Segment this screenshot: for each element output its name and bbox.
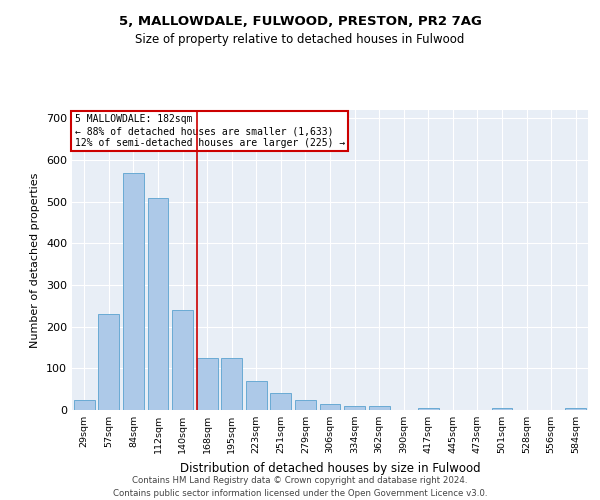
Bar xyxy=(74,400,95,410)
Bar xyxy=(344,406,365,410)
Bar xyxy=(148,198,169,410)
Bar xyxy=(295,400,316,410)
Bar xyxy=(246,381,267,410)
Bar xyxy=(123,172,144,410)
Text: Size of property relative to detached houses in Fulwood: Size of property relative to detached ho… xyxy=(136,32,464,46)
Bar xyxy=(221,358,242,410)
X-axis label: Distribution of detached houses by size in Fulwood: Distribution of detached houses by size … xyxy=(179,462,481,474)
Bar xyxy=(565,408,586,410)
Bar xyxy=(172,310,193,410)
Text: 5 MALLOWDALE: 182sqm
← 88% of detached houses are smaller (1,633)
12% of semi-de: 5 MALLOWDALE: 182sqm ← 88% of detached h… xyxy=(74,114,345,148)
Y-axis label: Number of detached properties: Number of detached properties xyxy=(31,172,40,348)
Bar xyxy=(418,408,439,410)
Bar xyxy=(197,358,218,410)
Text: 5, MALLOWDALE, FULWOOD, PRESTON, PR2 7AG: 5, MALLOWDALE, FULWOOD, PRESTON, PR2 7AG xyxy=(119,15,481,28)
Text: Contains HM Land Registry data © Crown copyright and database right 2024.
Contai: Contains HM Land Registry data © Crown c… xyxy=(113,476,487,498)
Bar xyxy=(368,406,389,410)
Bar xyxy=(320,404,340,410)
Bar xyxy=(271,394,292,410)
Bar xyxy=(98,314,119,410)
Bar xyxy=(491,408,512,410)
